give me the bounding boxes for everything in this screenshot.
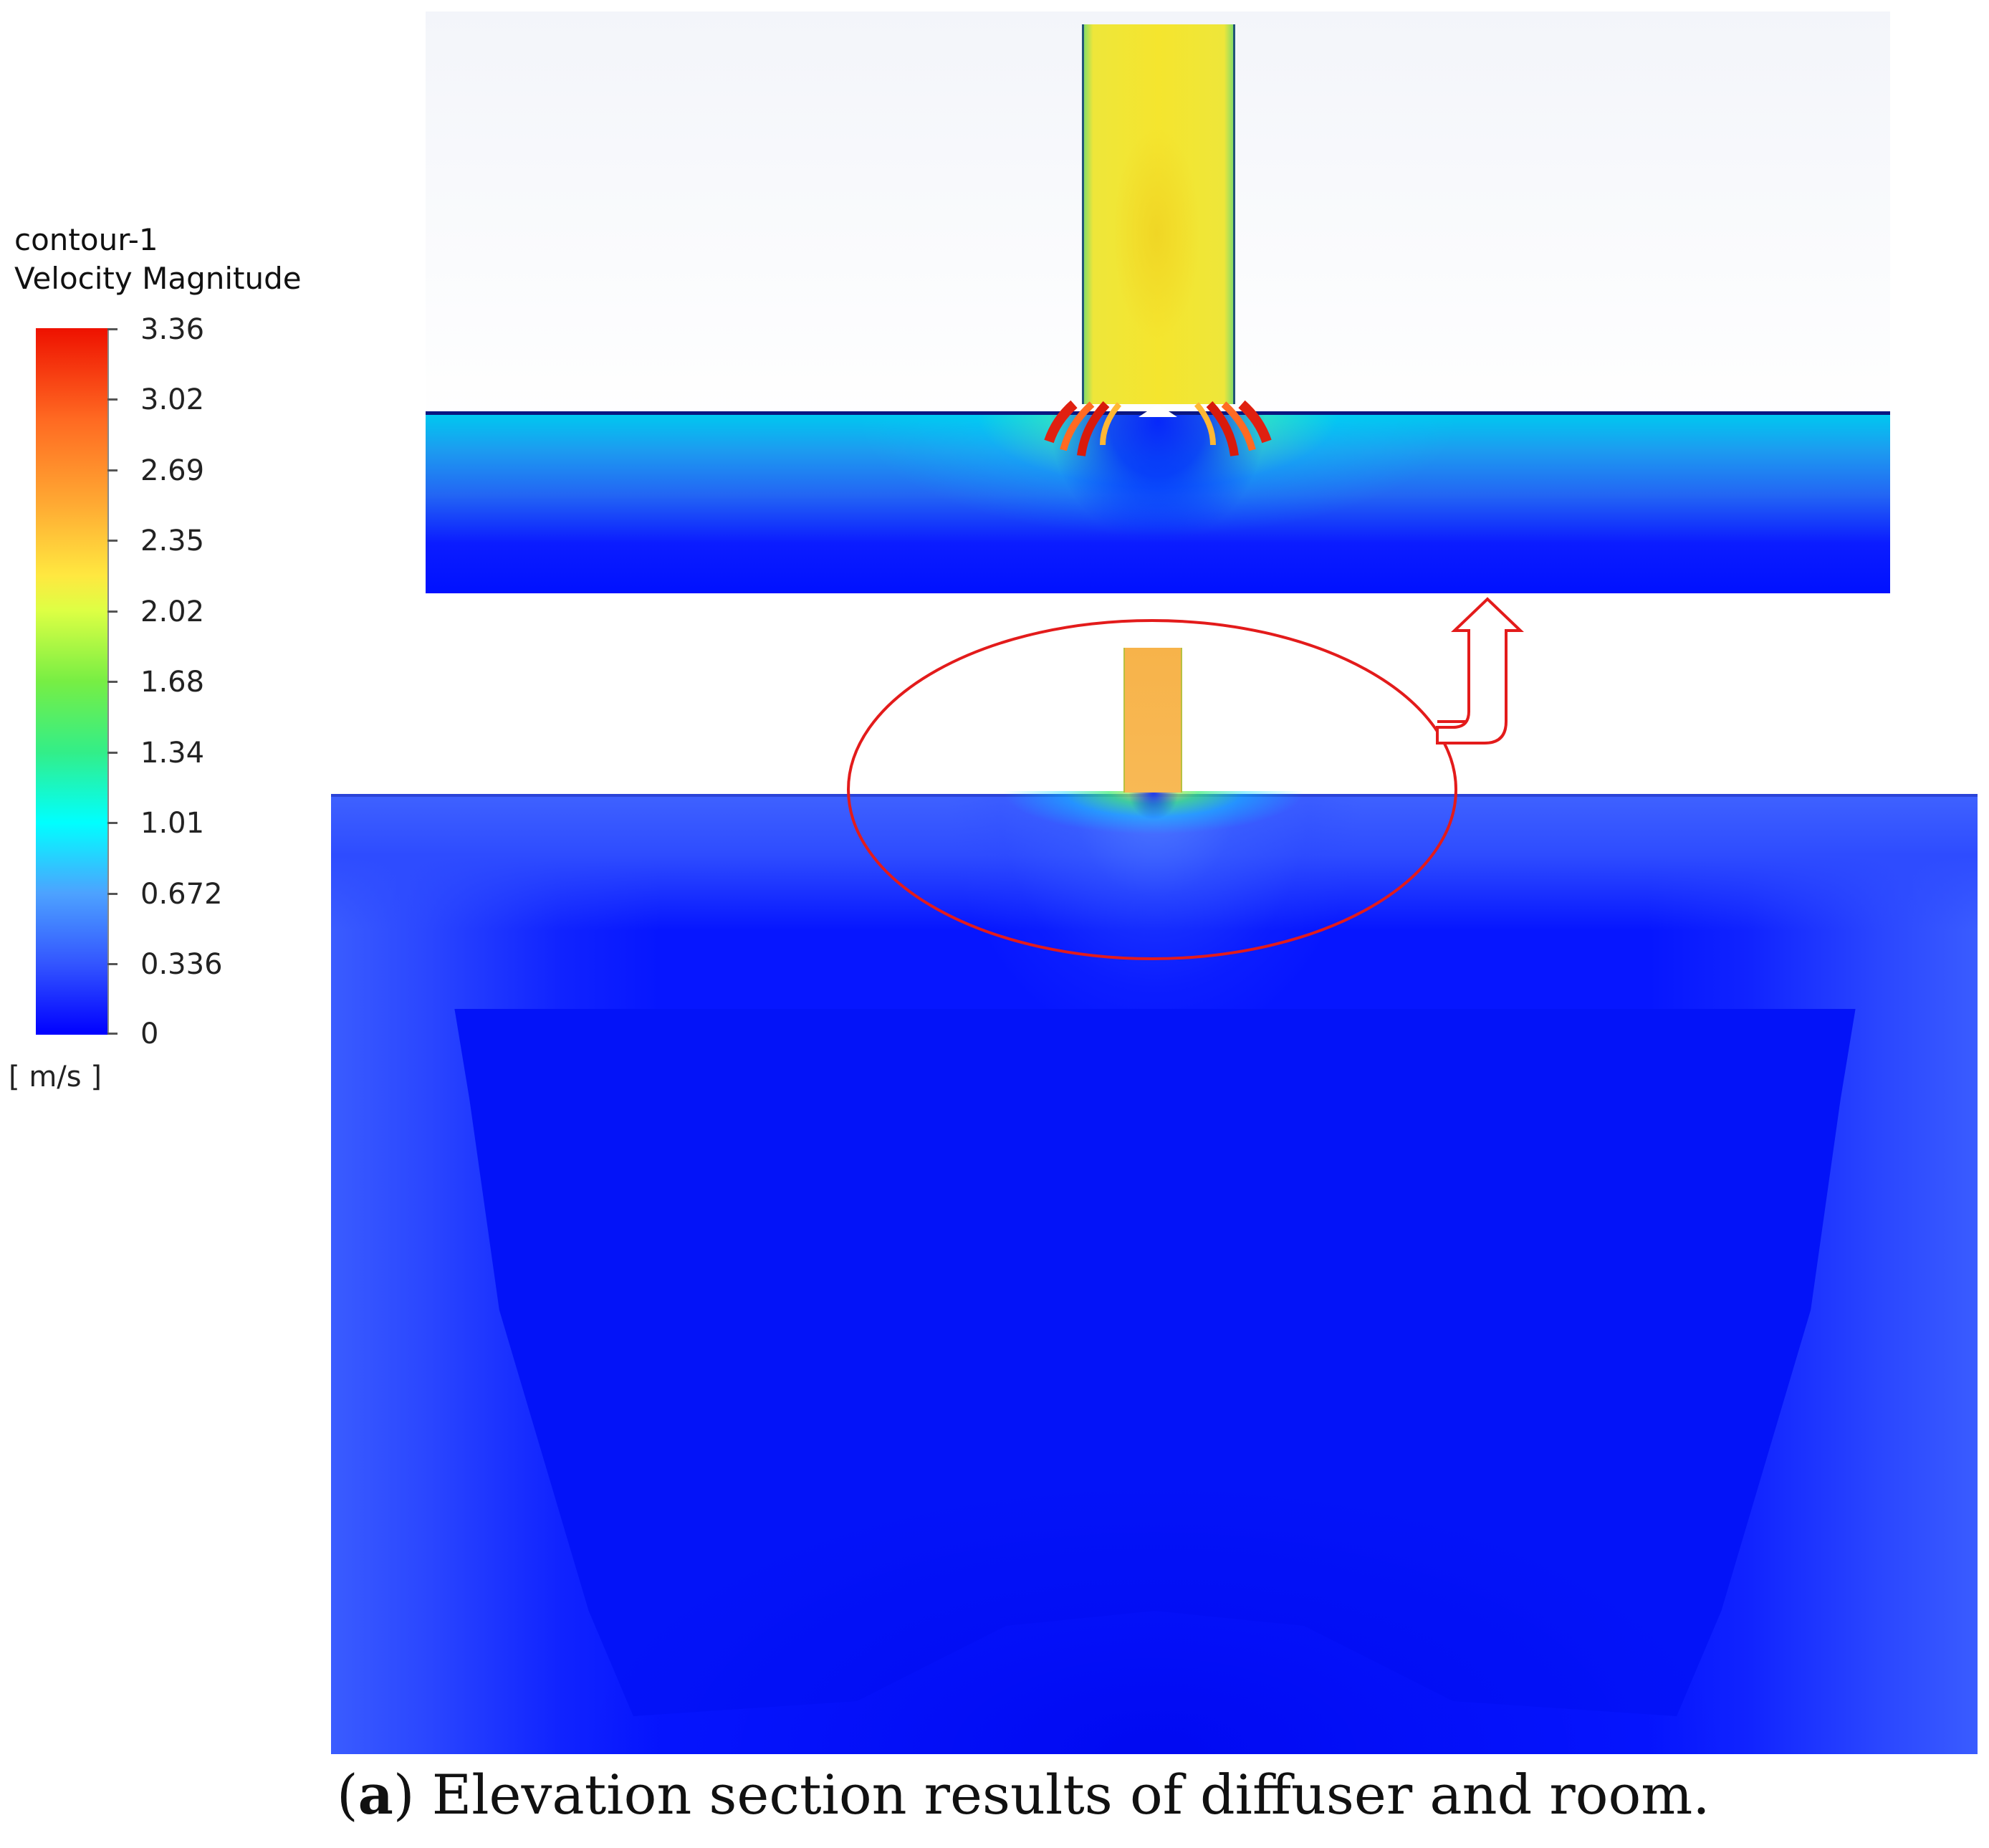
tick-mark	[107, 893, 118, 895]
tick-mark	[107, 398, 118, 401]
zoom-diffuser-vanes	[1044, 400, 1272, 456]
tick-label: 2.35	[140, 525, 205, 557]
room-jet-core	[1128, 791, 1179, 841]
room-supply-duct	[1123, 648, 1182, 793]
color-scale-bar	[36, 328, 109, 1035]
tick-label: 2.02	[140, 595, 205, 628]
tick-mark	[107, 681, 118, 683]
unit-label: [ m/s ]	[9, 1061, 102, 1093]
legend-subtitle: Velocity Magnitude	[14, 261, 302, 296]
caption-letter: a	[358, 1763, 393, 1827]
tick-label: 0.672	[140, 878, 223, 911]
tick-label: 0	[140, 1018, 159, 1050]
tick-mark	[107, 1033, 118, 1035]
up-arrow-icon	[1436, 597, 1524, 745]
tick-mark	[107, 752, 118, 754]
color-legend: contour-1 Velocity Magnitude 3.36 3.02 2…	[0, 215, 344, 1118]
tick-label: 1.01	[140, 807, 205, 840]
tick-label: 3.02	[140, 383, 205, 416]
figure-caption: (a) Elevation section results of diffuse…	[337, 1763, 1710, 1827]
tick-mark	[107, 611, 118, 613]
caption-open-paren: (	[337, 1763, 358, 1827]
tick-mark	[107, 328, 118, 330]
zoom-duct-core	[1113, 126, 1199, 341]
tick-mark	[107, 540, 118, 542]
diffuser-cone	[1139, 404, 1177, 417]
tick-label: 2.69	[140, 454, 205, 487]
highlight-ellipse	[847, 619, 1457, 960]
zoom-low-velocity-core	[426, 414, 1890, 593]
tick-label: 0.336	[140, 948, 223, 981]
tick-mark	[107, 469, 118, 471]
tick-label: 3.36	[140, 313, 205, 346]
tick-label: 1.68	[140, 666, 205, 699]
right-vanes	[1194, 400, 1272, 456]
legend-title: contour-1	[14, 222, 158, 257]
zoomed-diffuser-panel	[426, 11, 1890, 593]
left-vanes	[1044, 400, 1122, 456]
tick-mark	[107, 822, 118, 824]
room-floor-zone	[331, 1460, 1978, 1754]
tick-label: 1.34	[140, 737, 205, 770]
tick-mark	[107, 963, 118, 965]
caption-text: ) Elevation section results of diffuser …	[393, 1763, 1710, 1827]
